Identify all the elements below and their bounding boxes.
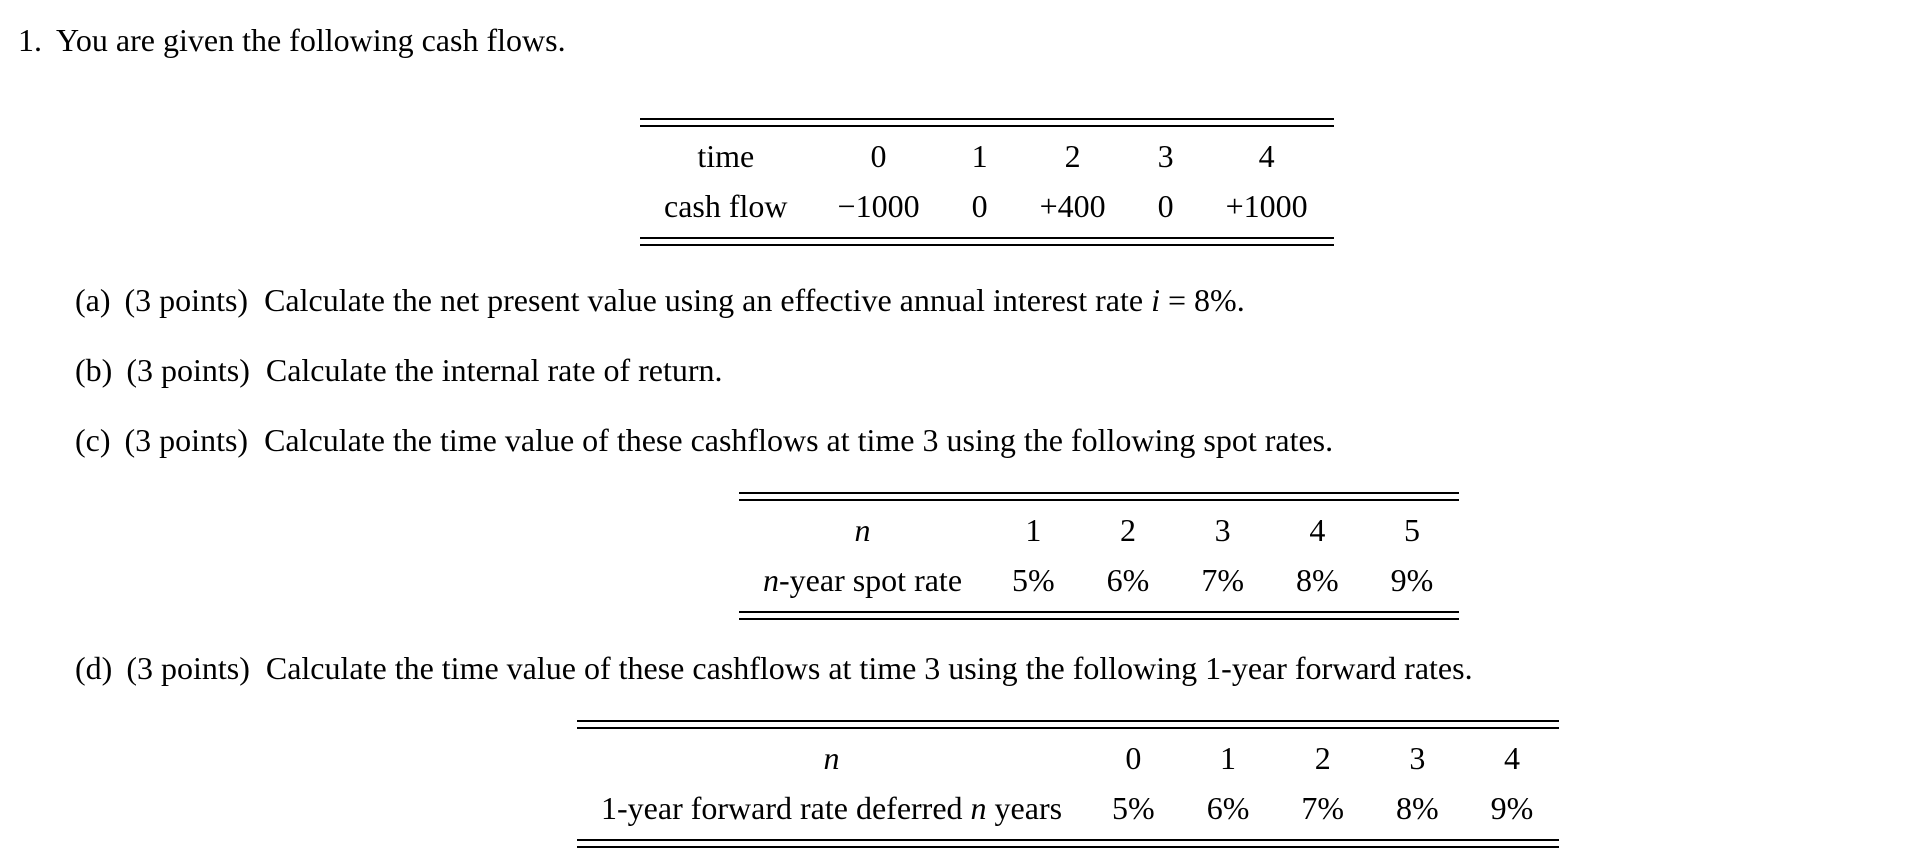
- table-cell: 9%: [1490, 790, 1534, 826]
- table-cell: 6%: [1106, 562, 1150, 598]
- part-d: (d) (3 points) Calculate the time value of…: [75, 650, 1910, 686]
- problem-number: 1.: [18, 22, 42, 58]
- table-row: 1-year forward rate deferred n years 5% …: [577, 783, 1559, 833]
- table-cell: 1: [1220, 740, 1237, 776]
- table-cell: 2: [1120, 512, 1136, 548]
- forward-rate-table: n 0 1 2 3 4 1-year forward rate deferred…: [577, 720, 1560, 848]
- table-cell: 1: [1025, 512, 1042, 548]
- row-label-spot-rate: n-year spot rate: [739, 555, 986, 605]
- table-cell: 0: [971, 188, 988, 224]
- part-a-label: (a): [75, 282, 111, 318]
- table-cell: 2: [1314, 740, 1331, 776]
- table-bottom-rule: [739, 611, 1460, 620]
- table-cell: 4: [1258, 138, 1275, 174]
- table-cell: 7%: [1301, 790, 1345, 826]
- part-c: (c) (3 points) Calculate the time value of…: [75, 422, 1910, 458]
- part-d-text: Calculate the time value of these cashfl…: [265, 650, 1473, 686]
- table-cell: +1000: [1225, 188, 1308, 224]
- table-cell: 4: [1309, 512, 1326, 548]
- table-row: n-year spot rate 5% 6% 7% 8% 9%: [739, 555, 1459, 605]
- part-a-text: Calculate the net present value using an…: [264, 282, 1152, 318]
- part-c-label: (c): [75, 422, 111, 458]
- forward-rate-table-grid: n 0 1 2 3 4 1-year forward rate deferred…: [577, 733, 1559, 833]
- table-cell: 2: [1064, 138, 1081, 174]
- part-a: (a) (3 points) Calculate the net present v…: [75, 282, 1910, 318]
- table-cell: 3: [1157, 138, 1174, 174]
- part-b-points: (3 points): [126, 352, 250, 388]
- document-page: 1. You are given the following cash flows…: [18, 22, 1910, 848]
- part-d-points: (3 points): [126, 650, 250, 686]
- part-b: (b) (3 points) Calculate the internal rate…: [75, 352, 1910, 388]
- part-b-label: (b): [75, 352, 113, 388]
- problem-parts: (a) (3 points) Calculate the net present v…: [75, 282, 1910, 848]
- table-cell: 7%: [1201, 562, 1244, 598]
- math-var-i: i: [1151, 282, 1160, 318]
- cashflow-table-grid: time 0 1 2 3 4 cash flow −1000 0 +400 0 …: [640, 131, 1334, 231]
- row-label-suffix: years: [986, 790, 1063, 826]
- table-row: time 0 1 2 3 4: [640, 131, 1334, 181]
- table-cell: 5: [1403, 512, 1420, 548]
- math-var-n: n: [763, 562, 779, 598]
- problem-statement: 1. You are given the following cash flows…: [18, 22, 1910, 58]
- table-cell: 5%: [1112, 790, 1155, 826]
- table-cell: 4: [1504, 740, 1520, 776]
- table-cell: 3: [1214, 512, 1231, 548]
- table-cell: 8%: [1396, 790, 1439, 826]
- table-cell: 0: [1157, 188, 1174, 224]
- table-cell: 3: [1409, 740, 1426, 776]
- table-cell: 5%: [1012, 562, 1055, 598]
- table-cell: 9%: [1390, 562, 1434, 598]
- spot-rate-table: n 1 2 3 4 5 n-year spot rate 5% 6% 7% 8%…: [739, 492, 1460, 620]
- table-bottom-rule: [640, 237, 1334, 246]
- table-row: n 0 1 2 3 4: [577, 733, 1559, 783]
- table-cell: 0: [1125, 740, 1142, 776]
- row-label-suffix: -year spot rate: [779, 562, 963, 598]
- table-top-rule: [640, 118, 1334, 127]
- table-cell: 0: [870, 138, 887, 174]
- table-cell: 6%: [1206, 790, 1250, 826]
- part-a-points: (3 points): [124, 282, 249, 318]
- spot-rate-table-grid: n 1 2 3 4 5 n-year spot rate 5% 6% 7% 8%…: [739, 505, 1459, 605]
- header-label-n: n: [854, 512, 871, 548]
- table-row: cash flow −1000 0 +400 0 +1000: [640, 181, 1334, 231]
- table-bottom-rule: [577, 839, 1560, 848]
- row-label-forward-rate: 1-year forward rate deferred n years: [577, 783, 1086, 833]
- part-d-label: (d): [75, 650, 113, 686]
- math-var-n: n: [970, 790, 987, 826]
- row-label-prefix: 1-year forward rate deferred: [601, 790, 971, 826]
- header-label-n: n: [823, 740, 840, 776]
- table-cell: +400: [1039, 188, 1106, 224]
- part-b-text: Calculate the internal rate of return.: [265, 352, 723, 388]
- part-a-text-after: = 8%.: [1159, 282, 1245, 318]
- table-cell: 1: [971, 138, 988, 174]
- part-c-text: Calculate the time value of these cashfl…: [264, 422, 1334, 458]
- table-cell: 8%: [1295, 562, 1339, 598]
- table-cell: −1000: [837, 188, 920, 224]
- table-top-rule: [739, 492, 1460, 501]
- part-c-points: (3 points): [124, 422, 249, 458]
- table-row: n 1 2 3 4 5: [739, 505, 1459, 555]
- problem-intro-text: You are given the following cash flows.: [56, 22, 566, 58]
- cashflow-table: time 0 1 2 3 4 cash flow −1000 0 +400 0 …: [640, 118, 1334, 246]
- table-top-rule: [577, 720, 1560, 729]
- row-label-time: time: [697, 138, 755, 174]
- row-label-cashflow: cash flow: [664, 188, 788, 224]
